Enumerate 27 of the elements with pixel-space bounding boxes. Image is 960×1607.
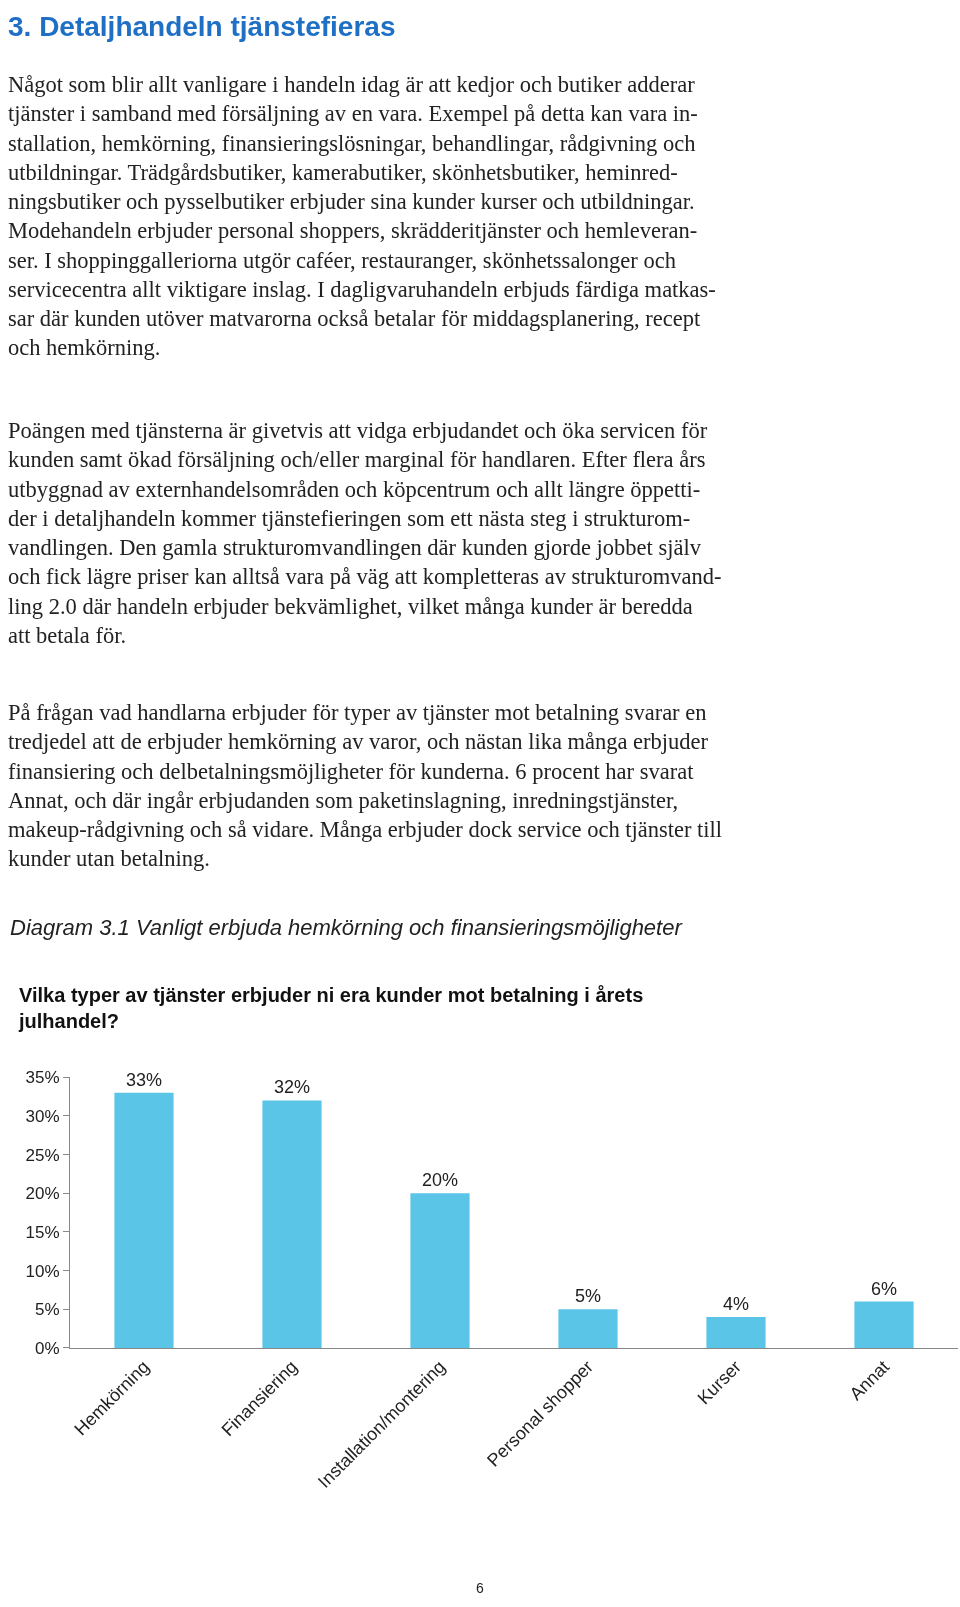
data-label: 4% (722, 1294, 750, 1315)
text: 6 (476, 1580, 484, 1596)
bar (410, 1193, 470, 1348)
y-tick-label: 5% (35, 1300, 60, 1320)
data-label: 6% (870, 1278, 898, 1299)
bar (706, 1317, 766, 1348)
chart-title: Vilka typer av tjänster erbjuder ni era kunder mot betalning i årets julhandel? (18, 984, 644, 1032)
data-label: 33% (125, 1069, 163, 1090)
y-tick-label: 30% (25, 1106, 60, 1126)
text: På frågan vad handlarna erbjuder för typer av tjänster mot betalning svarar en tredjedel att de erbjuder hemkörning av varor, och nästan lika många erbjuder finansiering och delbetalningsmöjligheter för kunderna. 6 procent har svarat Annat, och där ingår erbjudanden som paketinslagning, inredningstjänster, makeup-rådgivning och så vidare. Många erbjuder dock service och tjänster till kunder utan betalning. (8, 700, 723, 872)
data-label: 20% (421, 1170, 459, 1191)
text: Något som blir allt vanligare i handeln idag är att kedjor och butiker adderar tjänster i samband med försäljning av en vara. Exempel på detta kan vara in- stallation, hemkörning, finansieringslösningar, behandlingar, rådgivning och utbildningar. Trädgårdsbutiker, kamerabutiker, skönhetsbutiker, heminred- ningsbutiker och pysselbutiker erbjuder sina kunder kurser och utbildningar. Modehandeln erbjuder personal shoppers, skrädderitjänster och hemleveran- ser. I shoppinggalleriorna utgör caféer, restauranger, skönhetssalonger och servicecentra allt viktigare inslag. I dagligvaruhandeln erbjuds färdiga matkas- sar där kunden utöver matvarorna också betalar för middagsplanering, recept och hemkörning. (8, 72, 716, 361)
bar (262, 1100, 322, 1348)
data-label: 5% (574, 1286, 602, 1307)
text: 3. Detaljhandeln tjänstefieras (8, 11, 396, 42)
y-tick-label: 0% (35, 1338, 60, 1358)
text: Poängen med tjänsterna är givetvis att vidga erbjudandet och öka servicen för kunden samt ökad försäljning och/eller marginal för handlaren. Efter flera års utbyggnad av externhandelsområden och köpcentrum och allt längre öppetti- der i detaljhandeln kommer tjänstefieringen som ett nästa steg i strukturom- vandlingen. Den gamla strukturomvandlingen där kunden gjorde jobbet själv och fick lägre priser kan alltså vara på väg att kompletteras av strukturomvand- ling 2.0 där handeln erbjuder bekvämlighet, vilket många kunder är beredda att betala för. (8, 418, 722, 648)
y-tick-label: 15% (25, 1222, 60, 1242)
y-tick-label: 35% (25, 1068, 60, 1088)
y-tick-label: 10% (25, 1261, 60, 1281)
bar (558, 1309, 618, 1348)
y-tick-label: 20% (25, 1184, 60, 1204)
chart-subtitle: Diagram 3.1 Vanligt erbjuda hemkörning och finansieringsmöjligheter (10, 915, 684, 940)
bar (114, 1092, 174, 1348)
data-label: 32% (273, 1077, 311, 1098)
y-tick-label: 25% (25, 1145, 60, 1165)
bar (854, 1301, 914, 1348)
